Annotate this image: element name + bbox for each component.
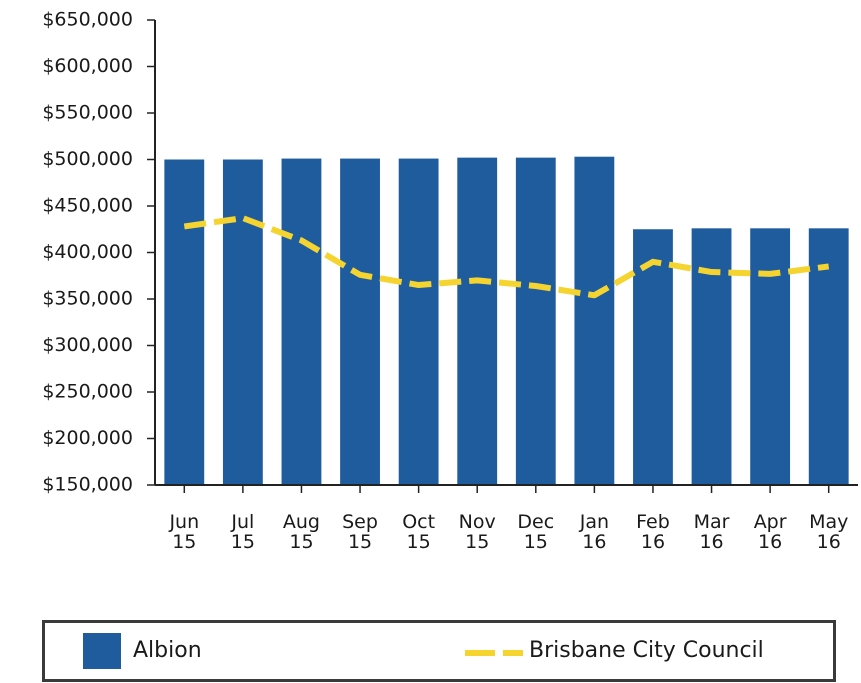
bar bbox=[164, 159, 205, 485]
x-tick-label: Feb 16 bbox=[636, 511, 670, 553]
y-tick-label: $650,000 bbox=[42, 9, 133, 31]
y-tick-label: $550,000 bbox=[42, 102, 133, 124]
legend-swatch bbox=[465, 650, 523, 656]
y-tick-label: $400,000 bbox=[42, 241, 133, 263]
bar bbox=[398, 158, 439, 485]
bar bbox=[574, 156, 615, 485]
x-tick-label: Jan 16 bbox=[579, 511, 610, 553]
x-tick-label: Apr 16 bbox=[753, 511, 787, 553]
bar bbox=[222, 159, 263, 485]
x-tick-label: Sep 15 bbox=[342, 511, 378, 553]
x-tick-label: Jun 15 bbox=[169, 511, 200, 553]
x-tick-label: May 16 bbox=[809, 511, 849, 553]
x-tick-label: Jul 15 bbox=[230, 511, 255, 553]
y-tick-label: $150,000 bbox=[42, 474, 133, 496]
y-tick-label: $600,000 bbox=[42, 55, 133, 77]
legend-label: Albion bbox=[133, 638, 202, 663]
y-tick-label: $300,000 bbox=[42, 334, 133, 356]
legend: Albion Brisbane City Council bbox=[42, 620, 836, 682]
line bbox=[183, 215, 830, 299]
bar bbox=[808, 228, 849, 485]
x-tick-label: Mar 16 bbox=[693, 511, 730, 553]
legend-swatch-box bbox=[83, 633, 121, 669]
bar bbox=[457, 157, 498, 485]
y-tick-label: $350,000 bbox=[42, 288, 133, 310]
bar bbox=[633, 229, 673, 485]
y-tick-label: $200,000 bbox=[42, 427, 133, 449]
y-tick-label: $500,000 bbox=[42, 148, 133, 170]
x-tick-label: Dec 15 bbox=[517, 511, 555, 553]
bar bbox=[340, 158, 380, 485]
bar bbox=[281, 158, 322, 485]
x-tick-label: Oct 15 bbox=[402, 511, 436, 553]
chart: $150,000 $200,000 $250,000 $300,000 $350,000… bbox=[42, 9, 858, 496]
y-tick-label: $450,000 bbox=[42, 195, 133, 217]
bar bbox=[515, 157, 556, 485]
x-tick-label: Nov 15 bbox=[458, 511, 496, 553]
bar bbox=[750, 228, 791, 485]
legend-label: Brisbane City Council bbox=[529, 638, 764, 663]
y-tick-label: $250,000 bbox=[42, 381, 133, 403]
bar bbox=[691, 228, 732, 485]
legend-swatch bbox=[83, 633, 121, 669]
x-tick-label: Aug 15 bbox=[282, 511, 320, 553]
